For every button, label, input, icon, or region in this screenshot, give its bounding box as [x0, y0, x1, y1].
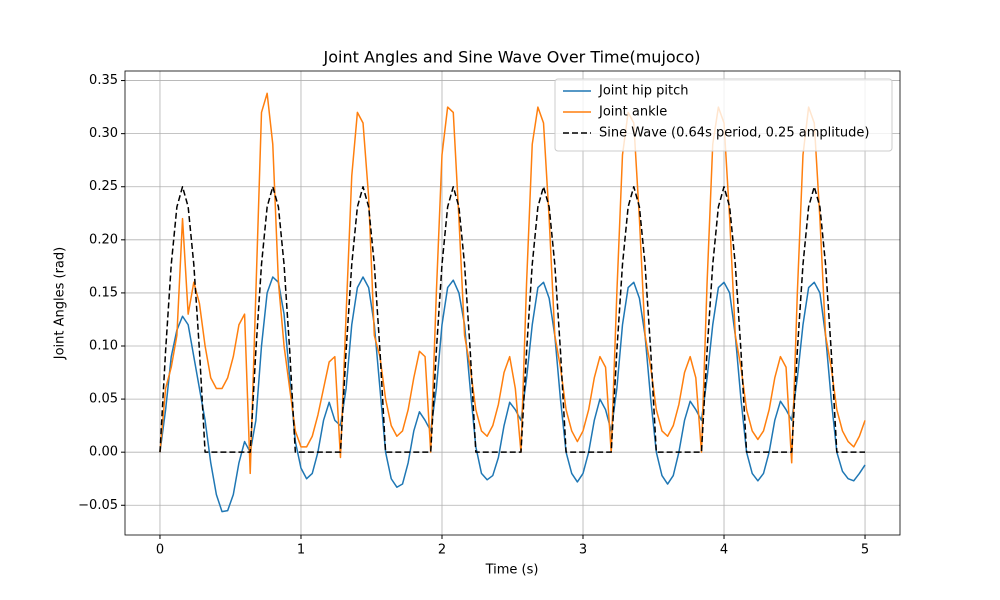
- x-tick-label: 3: [579, 543, 587, 558]
- y-tick-label: 0.30: [89, 126, 118, 141]
- legend: Joint hip pitch Joint ankle Sine Wave (0.6…: [554, 78, 893, 152]
- y-axis-label: Joint Angles (rad): [53, 247, 68, 360]
- legend-label: Joint hip pitch: [598, 84, 688, 99]
- x-tick-label: 5: [861, 543, 869, 558]
- legend-box: [554, 78, 893, 152]
- y-tick-label: 0.10: [89, 339, 118, 354]
- x-tick-label: 0: [156, 543, 164, 558]
- y-tick-label: 0.35: [89, 73, 118, 88]
- y-tick-label: 0.25: [89, 179, 118, 194]
- data-line: [159, 276, 866, 513]
- y-tick-label: 0.15: [89, 285, 118, 300]
- x-tick-label: 1: [297, 543, 305, 558]
- y-tick-label: 0.00: [89, 445, 118, 460]
- x-tick-label: 4: [720, 543, 728, 558]
- y-tick-label: −0.05: [78, 498, 118, 513]
- data-line: [159, 92, 866, 475]
- x-axis-label: Time (s): [485, 563, 539, 578]
- y-tick-label: 0.20: [89, 232, 118, 247]
- x-tick-label: 2: [438, 543, 446, 558]
- y-tick-label: 0.05: [89, 392, 118, 407]
- plot-frame: [124, 70, 901, 536]
- legend-label: Joint ankle: [598, 105, 667, 120]
- legend-label: Sine Wave (0.64s period, 0.25 amplitude): [599, 126, 870, 141]
- data-line: [159, 185, 866, 453]
- chart-title: Joint Angles and Sine Wave Over Time(muj…: [322, 48, 700, 67]
